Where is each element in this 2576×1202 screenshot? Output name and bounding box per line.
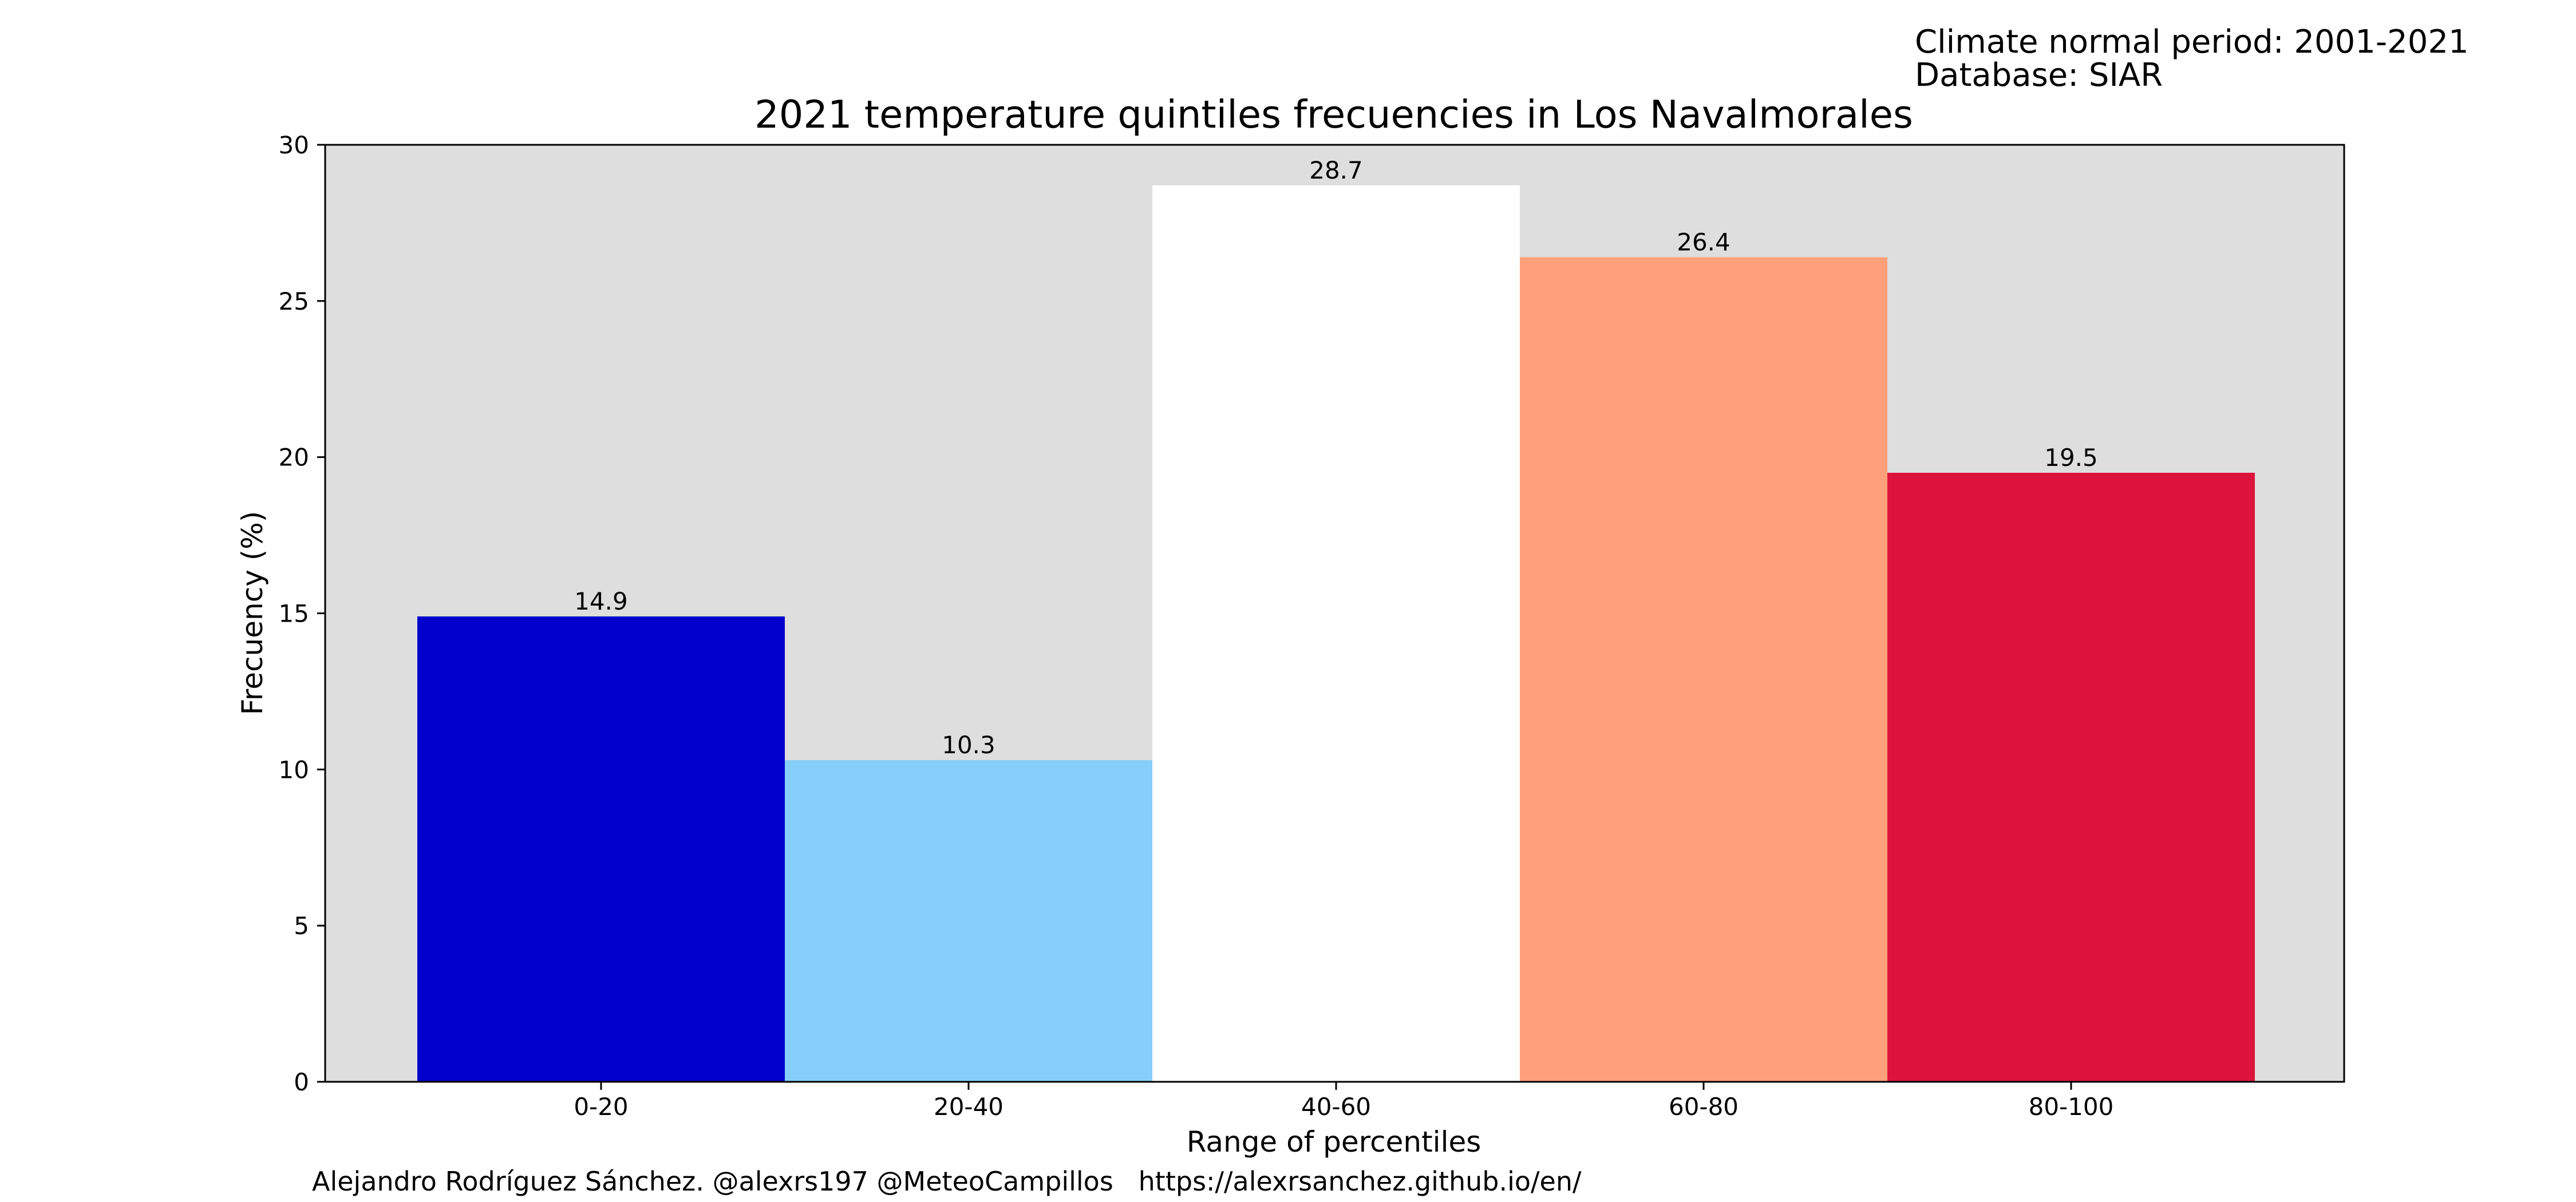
- y-tick-label-15: 15: [279, 600, 309, 628]
- bar-40-60: [1152, 185, 1520, 1082]
- y-axis-label: Frecuency (%): [236, 511, 269, 715]
- x-tick-label-20-40: 20-40: [934, 1093, 1003, 1121]
- bar-value-label-80-100: 19.5: [2044, 444, 2098, 472]
- bar-0-20: [417, 616, 785, 1082]
- bar-20-40: [785, 760, 1152, 1082]
- bar-80-100: [1887, 472, 2255, 1082]
- x-axis-label: Range of percentiles: [1187, 1125, 1481, 1158]
- y-tick-label-0: 0: [294, 1068, 309, 1096]
- x-tick-label-60-80: 60-80: [1669, 1093, 1739, 1121]
- x-tick-label-0-20: 0-20: [574, 1093, 628, 1121]
- author-credit: Alejandro Rodríguez Sánchez. @alexrs197 …: [312, 1166, 1582, 1197]
- y-tick-label-20: 20: [279, 444, 309, 472]
- bar-value-label-20-40: 10.3: [942, 731, 995, 759]
- bar-value-labels: 14.9 10.3 28.7 26.4 19.5: [574, 156, 2098, 759]
- bar-60-80: [1520, 257, 1887, 1082]
- x-tick-label-80-100: 80-100: [2029, 1093, 2114, 1121]
- bar-value-label-0-20: 14.9: [574, 587, 628, 615]
- y-tick-label-5: 5: [294, 912, 309, 940]
- x-axis: 0-20 20-40 40-60 60-80 80-100: [574, 1082, 2113, 1121]
- x-tick-label-40-60: 40-60: [1301, 1093, 1371, 1121]
- y-tick-label-25: 25: [279, 287, 309, 315]
- climate-period-label: Climate normal period: 2001-2021: [1915, 23, 2469, 61]
- y-axis: 0 5 10 15 20 25 30: [279, 131, 325, 1096]
- bars-group: [417, 185, 2255, 1082]
- database-label: Database: SIAR: [1915, 57, 2163, 94]
- bar-value-label-60-80: 26.4: [1677, 228, 1730, 256]
- y-tick-label-30: 30: [279, 131, 309, 159]
- y-tick-label-10: 10: [279, 756, 309, 784]
- chart-title: 2021 temperature quintiles frecuencies i…: [754, 92, 1913, 137]
- bar-value-label-40-60: 28.7: [1309, 156, 1363, 184]
